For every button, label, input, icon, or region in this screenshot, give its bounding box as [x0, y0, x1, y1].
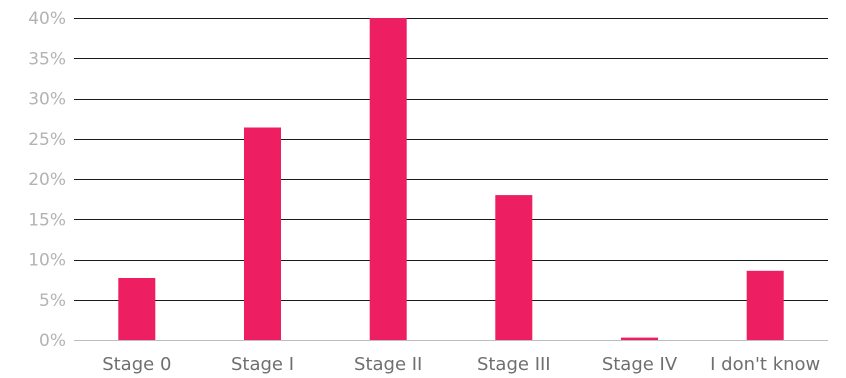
x-axis-category-labels: Stage 0 Stage I Stage II Stage III Stage IV I…	[102, 354, 820, 375]
bar	[118, 278, 156, 340]
y-tick-label: 15%	[28, 210, 66, 230]
bar	[244, 127, 281, 340]
y-tick-label: 10%	[28, 251, 66, 271]
y-tick-label: 20%	[28, 170, 66, 190]
y-axis-tick-labels: 0% 5% 10% 15% 20% 25% 30% 35% 40%	[28, 9, 66, 351]
x-category-label: Stage III	[477, 354, 551, 375]
y-tick-label: 0%	[39, 331, 66, 351]
x-category-label: Stage IV	[602, 354, 678, 375]
y-tick-label: 5%	[39, 291, 66, 311]
bar	[621, 337, 658, 340]
gridlines	[74, 18, 828, 301]
x-category-label: Stage 0	[102, 354, 171, 375]
bar	[369, 18, 407, 340]
y-tick-label: 25%	[28, 130, 66, 150]
x-category-label: I don't know	[710, 354, 820, 375]
y-tick-label: 35%	[28, 49, 66, 69]
y-tick-label: 40%	[28, 9, 66, 29]
bars	[118, 18, 784, 340]
bar	[495, 195, 533, 340]
x-category-label: Stage I	[231, 354, 294, 375]
bar	[746, 270, 784, 340]
y-tick-label: 30%	[28, 90, 66, 110]
x-category-label: Stage II	[354, 354, 422, 375]
